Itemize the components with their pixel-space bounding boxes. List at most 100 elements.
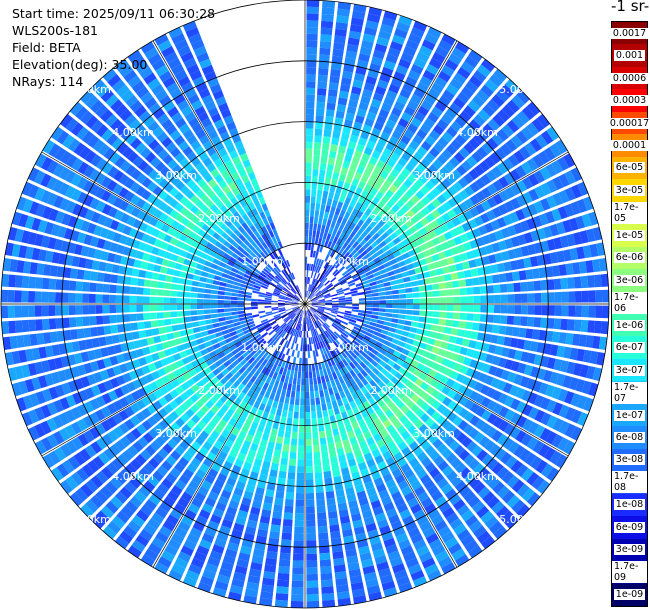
data-gate: [453, 236, 463, 246]
data-gate: [372, 92, 384, 102]
data-gate: [124, 393, 135, 405]
data-gate: [76, 364, 87, 376]
data-gate: [131, 331, 140, 340]
data-gate: [428, 538, 443, 551]
data-gate: [359, 552, 372, 562]
range-ring-label: 5.00km: [69, 513, 111, 526]
data-gate: [69, 101, 84, 116]
data-gate: [82, 293, 90, 303]
data-gate: [333, 340, 339, 348]
data-gate: [345, 228, 353, 236]
data-gate: [373, 181, 382, 191]
data-gate: [168, 260, 177, 269]
data-gate: [468, 428, 480, 440]
data-gate: [411, 315, 420, 322]
data-gate: [135, 399, 146, 410]
data-gate: [440, 375, 450, 385]
data-gate: [174, 262, 183, 271]
data-gate: [356, 380, 365, 389]
data-gate: [256, 205, 264, 214]
data-gate: [85, 338, 94, 350]
data-gate: [216, 372, 225, 381]
data-gate: [431, 346, 440, 355]
data-gate: [315, 349, 319, 357]
data-gate: [299, 310, 303, 317]
instrument-label: WLS200s-181: [12, 23, 98, 38]
data-gate: [40, 404, 52, 418]
data-gate: [87, 135, 100, 148]
azimuth-spoke: [304, 303, 569, 457]
data-gate: [171, 112, 183, 123]
data-gate: [188, 430, 198, 440]
data-gate: [264, 564, 277, 573]
data-gate: [219, 204, 228, 214]
data-gate: [285, 492, 295, 500]
data-gate: [595, 305, 603, 318]
data-gate: [398, 15, 413, 26]
data-gate: [370, 427, 379, 437]
data-gate: [212, 232, 221, 240]
data-gate: [143, 480, 156, 493]
data-gate: [314, 363, 319, 371]
data-gate: [321, 450, 329, 459]
data-gate: [291, 349, 295, 357]
data-gate: [507, 249, 517, 260]
data-gate: [231, 348, 240, 356]
data-gate: [343, 330, 351, 336]
data-gate: [443, 273, 452, 282]
data-gate: [143, 72, 157, 85]
data-gate: [282, 288, 289, 293]
data-gate: [311, 236, 316, 244]
data-gate: [185, 570, 200, 581]
data-gate: [437, 234, 447, 243]
data-gate: [396, 21, 411, 33]
data-gate: [519, 448, 531, 462]
data-gate: [136, 424, 147, 435]
data-gate: [416, 515, 429, 527]
data-gate: [339, 257, 346, 264]
scan-info: Start time: 2025/09/11 06:30:28 WLS200s-…: [12, 5, 215, 90]
data-gate: [166, 227, 176, 236]
data-gate: [543, 447, 556, 461]
data-gate: [112, 413, 124, 425]
data-gate: [197, 370, 207, 379]
data-gate: [252, 548, 265, 558]
data-gate: [319, 54, 330, 62]
data-gate: [182, 372, 192, 381]
data-gate: [559, 235, 569, 248]
data-gate: [123, 525, 137, 539]
data-gate: [226, 454, 236, 465]
data-gate: [235, 480, 246, 490]
data-gate: [385, 335, 394, 342]
data-gate: [202, 157, 213, 167]
data-gate: [279, 294, 286, 298]
data-gate: [266, 551, 278, 560]
data-gate: [106, 133, 119, 146]
data-gate: [125, 132, 137, 145]
data-gate: [313, 377, 318, 385]
data-gate: [102, 68, 117, 83]
data-gate: [386, 440, 397, 450]
data-gate: [234, 140, 244, 150]
data-gate: [283, 260, 289, 268]
data-gate: [24, 215, 35, 230]
data-gate: [190, 205, 200, 215]
data-gate: [291, 280, 296, 287]
data-gate: [16, 397, 27, 412]
data-gate: [241, 189, 250, 199]
data-gate: [507, 348, 517, 359]
data-gate: [298, 445, 305, 453]
data-gate: [349, 162, 358, 172]
data-gate: [238, 168, 247, 178]
data-gate: [540, 240, 550, 253]
data-gate: [378, 489, 390, 500]
data-gate: [572, 333, 581, 346]
data-gate: [57, 370, 67, 382]
data-gate: [493, 294, 501, 303]
data-gate: [195, 515, 208, 526]
data-gate: [349, 318, 357, 324]
data-gate: [391, 313, 399, 319]
range-rings: [0, 0, 610, 609]
data-gate: [226, 191, 235, 200]
data-gate: [234, 421, 243, 431]
